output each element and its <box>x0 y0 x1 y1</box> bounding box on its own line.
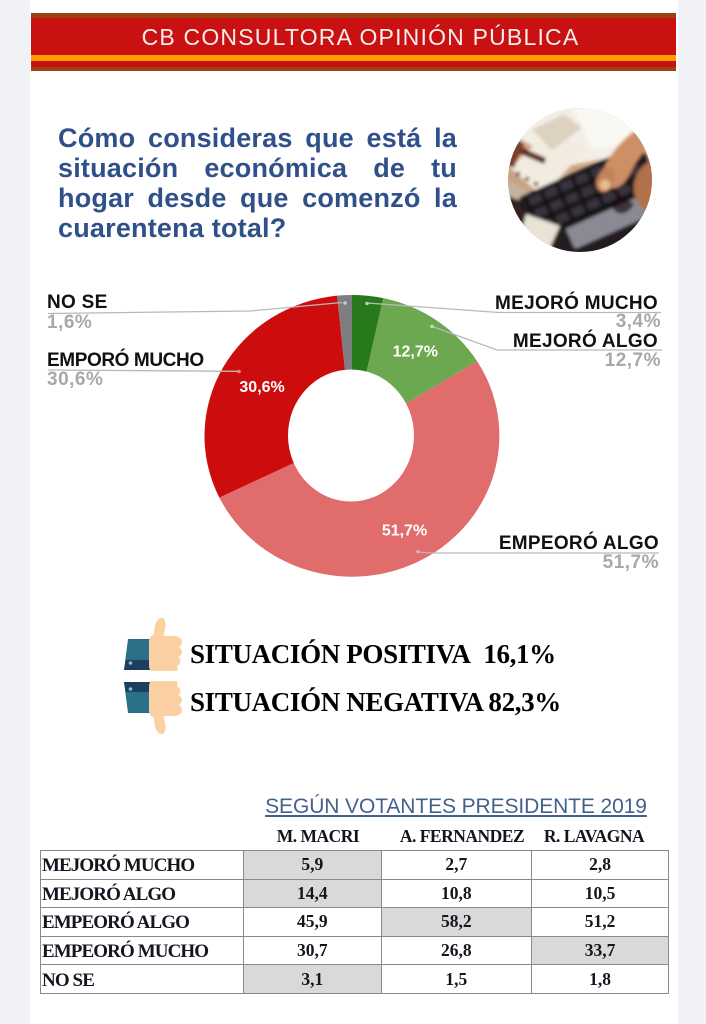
svg-text:30,6%: 30,6% <box>239 379 284 396</box>
svg-text:12,7%: 12,7% <box>393 344 438 361</box>
svg-text:51,7%: 51,7% <box>382 523 427 540</box>
